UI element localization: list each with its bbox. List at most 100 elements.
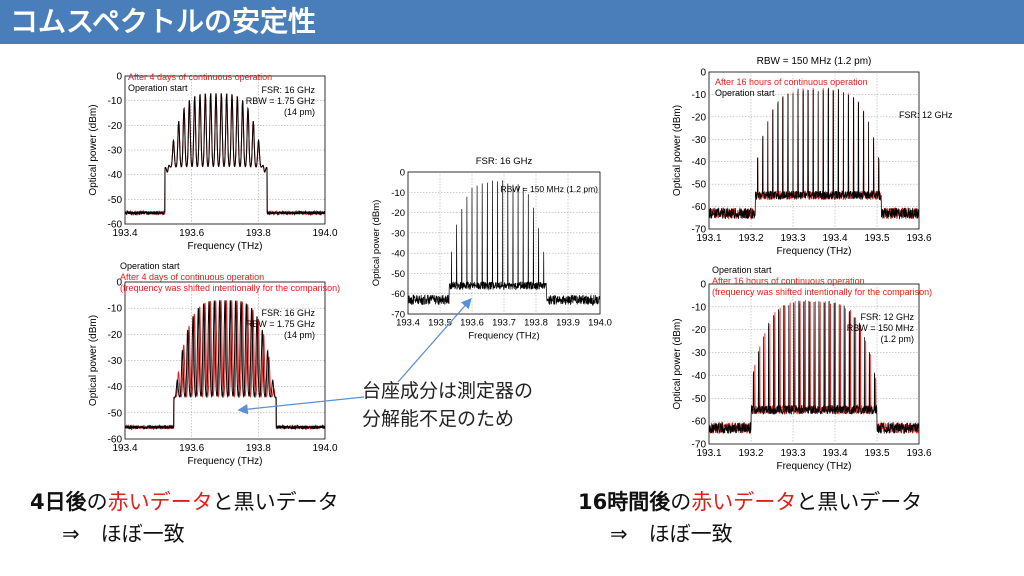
y-tick-label: -20 bbox=[108, 330, 123, 341]
y-tick-label: 0 bbox=[700, 280, 706, 291]
callout-arrow-to-chart2 bbox=[237, 396, 365, 415]
y-tick-label: -60 bbox=[108, 220, 123, 231]
chart-note: FSR: 12 GHz bbox=[899, 110, 953, 120]
chart-title: RBW = 150 MHz (1.2 pm) bbox=[757, 56, 872, 67]
title-banner: コムスペクトルの安定性 bbox=[0, 0, 1024, 44]
summary-16hours-red-data: 赤いデータ bbox=[691, 490, 797, 514]
x-tick-label: 193.6 bbox=[179, 228, 204, 239]
y-tick-label: -20 bbox=[391, 208, 405, 219]
series-black-trace bbox=[709, 300, 919, 434]
chart-16hours-shifted: 193.1 193.2 193.3 193.4 193.5 193.6 0 -10 -20 -30… bbox=[672, 265, 932, 472]
summary-4days-line1: 4日後の赤いデータと黒いデータ bbox=[30, 486, 339, 518]
y-tick-label: 0 bbox=[116, 72, 122, 83]
chart-note: (1.2 pm) bbox=[880, 334, 914, 344]
chart-16hours-fsr12: 193.1 193.2 193.3 193.4 193.5 193.6 0 -10 -20 -30… bbox=[672, 56, 953, 257]
x-tick-label: 193.6 bbox=[179, 443, 204, 454]
x-tick-label: 193.5 bbox=[864, 233, 889, 244]
plot-area bbox=[708, 71, 920, 230]
x-tick-label: 193.4 bbox=[822, 233, 847, 244]
legend-entry: After 4 days of continuous operation bbox=[128, 72, 272, 82]
x-tick-label: 193.3 bbox=[780, 448, 805, 459]
x-tick-label: 193.4 bbox=[396, 318, 420, 329]
chart-rbw150-fsr16: 193.4 193.5 193.6 193.7 193.8 193.9 194.0 0 -10 -… bbox=[371, 156, 612, 342]
y-tick-label: -10 bbox=[108, 304, 123, 315]
chart-note: (14 pm) bbox=[284, 330, 315, 340]
y-tick-label: 0 bbox=[400, 168, 405, 179]
chart-note: RBW = 1.75 GHz bbox=[246, 96, 316, 106]
x-tick-label: 193.8 bbox=[246, 228, 271, 239]
summary-4days: 4日後の赤いデータと黒いデータ ⇒ ほぼ一致 bbox=[30, 486, 339, 550]
y-tick-label: -20 bbox=[692, 112, 707, 123]
y-axis-label: Optical power (dBm) bbox=[88, 315, 99, 406]
summary-4days-black-data: と黒いデータ bbox=[212, 490, 339, 514]
legend-entry: Operation start bbox=[712, 265, 772, 275]
x-tick-label: 194.0 bbox=[312, 443, 337, 454]
summary-16hours-line1: 16時間後の赤いデータと黒いデータ bbox=[578, 486, 922, 518]
x-tick-label: 193.6 bbox=[460, 318, 484, 329]
summary-16hours-particle: の bbox=[670, 490, 692, 514]
callout-arrow-to-chart3 bbox=[397, 298, 472, 383]
y-axis-label: Optical power (dBm) bbox=[88, 104, 99, 195]
x-tick-label: 193.5 bbox=[428, 318, 452, 329]
chart-note: RBW = 150 MHz bbox=[847, 323, 915, 333]
x-tick-label: 193.6 bbox=[906, 233, 931, 244]
callout-line-2: 分解能不足のため bbox=[362, 408, 515, 430]
y-tick-label: -40 bbox=[391, 249, 405, 260]
summary-16hours-line2: ⇒ ほぼ一致 bbox=[610, 522, 733, 546]
x-tick-label: 193.8 bbox=[524, 318, 548, 329]
legend-entry: (frequency was shifted intentionally for… bbox=[120, 283, 340, 293]
x-axis-label: Frequency (THz) bbox=[776, 246, 851, 257]
y-tick-label: -10 bbox=[692, 302, 707, 313]
y-tick-label: -30 bbox=[108, 356, 123, 367]
chart-note: (14 pm) bbox=[284, 107, 315, 117]
y-tick-label: -70 bbox=[692, 440, 707, 451]
summary-4days-line2: ⇒ ほぼ一致 bbox=[62, 522, 185, 546]
y-tick-label: -60 bbox=[108, 435, 123, 446]
x-axis-label: Frequency (THz) bbox=[187, 456, 262, 467]
y-tick-label: -40 bbox=[108, 382, 123, 393]
chart-note: FSR: 12 GHz bbox=[860, 312, 914, 322]
x-tick-label: 193.4 bbox=[112, 228, 137, 239]
y-tick-label: -10 bbox=[391, 188, 405, 199]
y-tick-label: -30 bbox=[692, 135, 707, 146]
y-tick-label: -70 bbox=[692, 225, 707, 236]
y-axis-label: Optical power (dBm) bbox=[672, 105, 683, 196]
chart-note: RBW = 150 MHz (1.2 pm) bbox=[500, 184, 598, 194]
x-tick-label: 193.2 bbox=[738, 233, 763, 244]
chart-4days-shifted: 193.4 193.6 193.8 194.0 0 -10 -20 -30 -40 -50 -60 F… bbox=[88, 261, 340, 467]
legend-entry: Operation start bbox=[120, 261, 180, 271]
y-tick-label: -10 bbox=[692, 90, 707, 101]
summary-16hours-black-data: と黒いデータ bbox=[796, 490, 923, 514]
series-black-trace bbox=[408, 180, 600, 307]
y-tick-label: 0 bbox=[116, 278, 122, 289]
summary-16hours-duration: 16時間後 bbox=[578, 490, 671, 514]
legend-entry: Operation start bbox=[128, 83, 188, 93]
y-tick-label: -60 bbox=[692, 202, 707, 213]
legend-entry: After 16 hours of continuous operation bbox=[712, 276, 865, 286]
x-tick-label: 193.1 bbox=[696, 233, 721, 244]
legend-entry: Operation start bbox=[715, 88, 775, 98]
x-axis-label: Frequency (THz) bbox=[187, 241, 262, 252]
chart-note: RBW = 1.75 GHz bbox=[246, 319, 316, 329]
x-tick-label: 193.6 bbox=[906, 448, 931, 459]
summary-4days-red-data: 赤いデータ bbox=[107, 490, 213, 514]
y-tick-label: -40 bbox=[692, 157, 707, 168]
chart-note: FSR: 16 GHz bbox=[261, 85, 315, 95]
summary-4days-duration: 4日後 bbox=[30, 490, 87, 514]
x-tick-label: 194.0 bbox=[312, 228, 337, 239]
x-tick-label: 193.8 bbox=[246, 443, 271, 454]
chart-4days-rbw175: 193.4 193.6 193.8 194.0 0 -10 -20 -30 -40 -50 -60 F… bbox=[88, 72, 338, 253]
y-tick-label: -20 bbox=[108, 121, 123, 132]
y-tick-label: -30 bbox=[108, 146, 123, 157]
y-tick-label: -30 bbox=[692, 348, 707, 359]
x-tick-label: 193.2 bbox=[738, 448, 763, 459]
legend-entry: After 16 hours of continuous operation bbox=[715, 77, 868, 87]
x-tick-label: 193.9 bbox=[556, 318, 580, 329]
x-tick-label: 193.4 bbox=[822, 448, 847, 459]
x-tick-label: 193.7 bbox=[492, 318, 516, 329]
page-title: コムスペクトルの安定性 bbox=[10, 5, 317, 38]
series-black-trace bbox=[709, 87, 919, 220]
y-tick-label: -50 bbox=[108, 408, 123, 419]
y-tick-label: -50 bbox=[391, 269, 405, 280]
y-axis-label: Optical power (dBm) bbox=[672, 318, 683, 409]
